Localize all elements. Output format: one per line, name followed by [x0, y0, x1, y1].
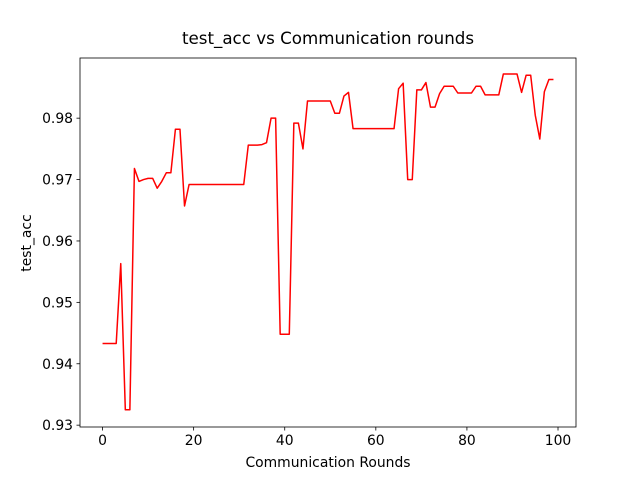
y-tick-label: 0.93 [42, 418, 73, 434]
data-line [102, 73, 554, 411]
y-tick-label: 0.95 [42, 295, 73, 311]
x-tick-label: 40 [276, 433, 294, 449]
y-tick-label: 0.96 [42, 234, 73, 250]
y-tick-label: 0.97 [42, 173, 73, 189]
x-tick-label: 100 [545, 433, 572, 449]
plot-frame [79, 57, 577, 428]
y-tick-label: 0.98 [42, 111, 73, 127]
y-axis-label: test_acc [19, 214, 35, 271]
y-tick-label: 0.94 [42, 357, 73, 373]
x-axis-label: Communication Rounds [245, 455, 410, 471]
x-tick-label: 80 [458, 433, 476, 449]
x-tick-label: 0 [98, 433, 107, 449]
x-tick-label: 60 [367, 433, 385, 449]
chart-title: test_acc vs Communication rounds [182, 28, 474, 49]
x-tick-label: 20 [185, 433, 203, 449]
